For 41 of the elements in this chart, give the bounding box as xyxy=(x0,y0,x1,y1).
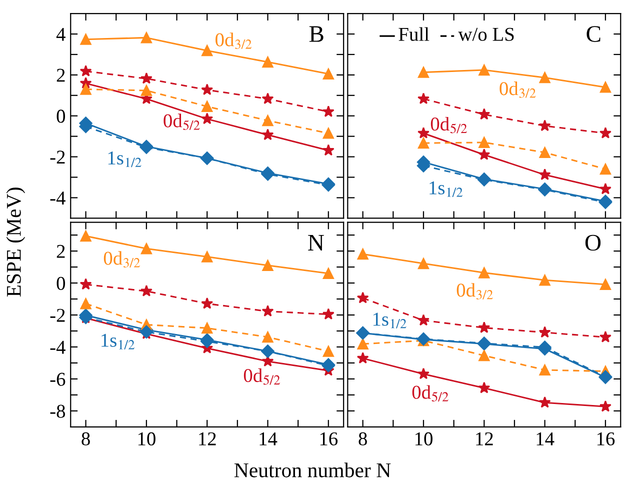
series-label: 0d$_{5/2}$ xyxy=(164,114,200,130)
x-axis-title: Neutron number N xyxy=(234,462,391,478)
series-label: 0d$_{5/2}$ xyxy=(244,368,280,385)
annotation: w/o LS xyxy=(458,28,514,41)
x-tick-label: 14 xyxy=(260,432,278,446)
series-label: 0d$_{5/2}$ xyxy=(412,385,448,402)
y-tick-label: 2 xyxy=(56,244,65,258)
series-label: 0d$_{3/2}$ xyxy=(216,32,252,49)
y-tick-label: -4 xyxy=(50,192,66,204)
y-tick-label: 0 xyxy=(56,110,66,123)
chart-title: N xyxy=(308,234,324,250)
series-label: 0d$_{5/2}$ xyxy=(430,116,467,134)
series-label: 1s$_{1/2}$ xyxy=(373,312,406,328)
x-tick-label: 12 xyxy=(476,432,493,446)
y-tick-label: -2 xyxy=(50,150,65,164)
series-label: 1s$_{1/2}$ xyxy=(430,181,463,197)
series-label: 1s$_{1/2}$ xyxy=(108,152,142,168)
y-tick-label: -4 xyxy=(50,340,66,354)
series-label: 1s$_{1/2}$ xyxy=(102,334,134,350)
x-tick-label: 10 xyxy=(415,432,432,446)
series-label: 0d$_{3/2}$ xyxy=(104,251,140,268)
x-tick-label: 16 xyxy=(597,432,615,446)
x-tick-label: 16 xyxy=(320,432,338,446)
x-tick-label: 8 xyxy=(82,432,90,446)
x-tick-label: 14 xyxy=(536,432,554,446)
chart-title: C xyxy=(586,26,600,42)
y-tick-label: 4 xyxy=(56,28,66,41)
y-tick-label: -8 xyxy=(50,404,66,418)
x-tick-label: 10 xyxy=(138,432,156,446)
y-tick-label: -2 xyxy=(50,308,65,322)
x-tick-label: 12 xyxy=(199,432,216,446)
y-tick-label: 0 xyxy=(56,276,66,290)
x-tick-label: 8 xyxy=(358,432,367,446)
y-tick-label: 2 xyxy=(56,68,65,82)
chart-title: B xyxy=(309,26,324,42)
y-tick-label: -6 xyxy=(50,372,66,386)
annotation: Full xyxy=(398,27,430,41)
series-label: 0d$_{3/2}$ xyxy=(456,283,493,300)
series-label: 0d$_{3/2}$ xyxy=(500,82,536,98)
y-axis-title: ESPE (MeV) xyxy=(6,188,26,297)
chart-title: O xyxy=(585,234,601,251)
